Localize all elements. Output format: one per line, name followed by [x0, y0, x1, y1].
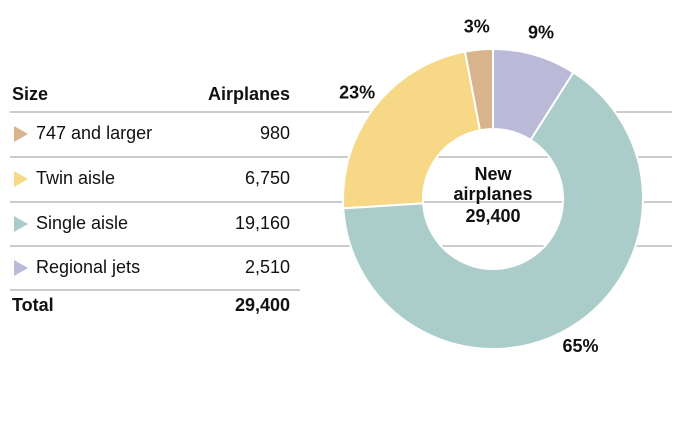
donut-slice — [342, 70, 644, 350]
legend-marker — [14, 171, 28, 187]
header-airplanes: Airplanes — [208, 84, 290, 104]
row-count: 19,160 — [235, 213, 290, 233]
center-label-line: airplanes — [453, 184, 532, 204]
legend-marker — [14, 126, 28, 142]
row-name: Regional jets — [36, 257, 140, 277]
donut-slice — [342, 50, 482, 210]
slice-label: 65% — [563, 336, 599, 356]
header-size: Size — [12, 84, 48, 104]
center-label-line: New — [474, 164, 512, 184]
row-count: 6,750 — [245, 168, 290, 188]
row-count: 2,510 — [245, 257, 290, 277]
row-name: 747 and larger — [36, 123, 152, 143]
center-total: 29,400 — [465, 206, 520, 226]
slice-label: 9% — [528, 23, 554, 43]
slice-label: 23% — [339, 82, 375, 102]
donut-slice — [492, 47, 575, 142]
row-name: Single aisle — [36, 213, 128, 233]
row-name: Twin aisle — [36, 168, 115, 188]
slice-label: 3% — [464, 17, 490, 37]
legend-marker — [14, 216, 28, 232]
total-value: 29,400 — [235, 295, 290, 315]
total-label: Total — [12, 295, 54, 315]
row-count: 980 — [260, 123, 290, 143]
center-label: New airplanes — [453, 164, 532, 204]
legend-marker — [14, 260, 28, 276]
